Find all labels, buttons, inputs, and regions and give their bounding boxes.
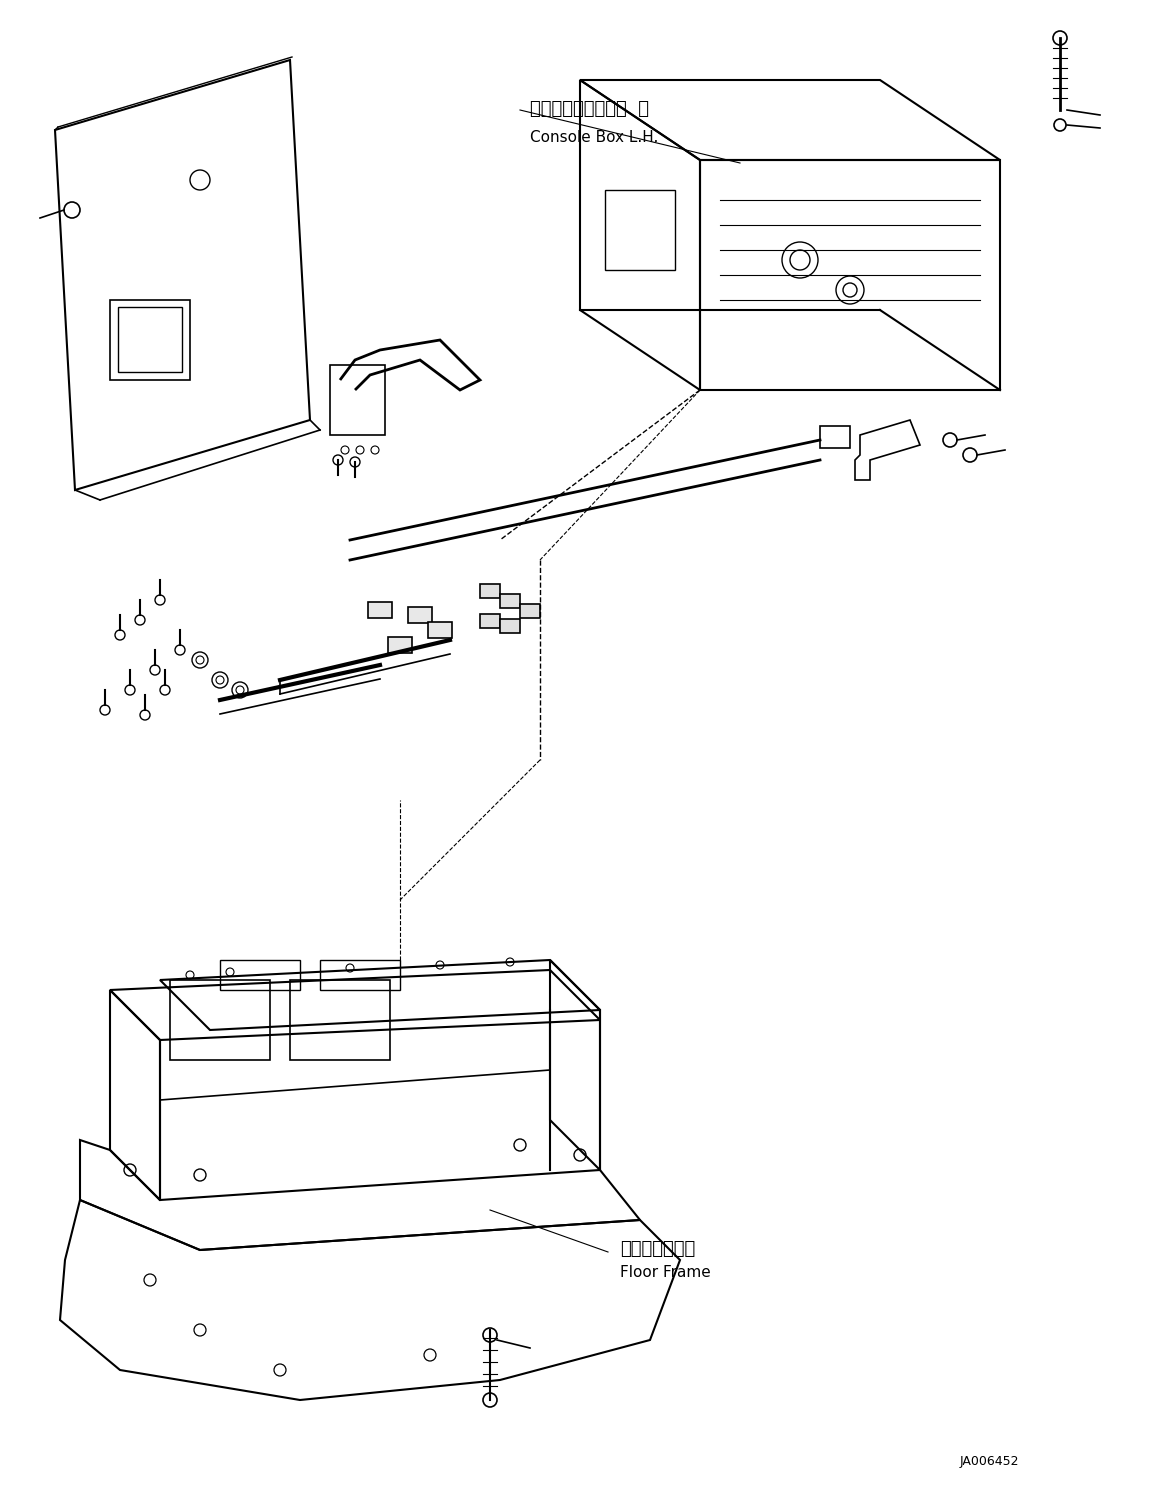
Bar [110,300,190,380]
Bar [330,366,385,436]
Bar [220,959,300,991]
Bar [480,583,500,598]
Text: コンソールボックス  左: コンソールボックス 左 [530,100,649,118]
Bar [388,637,412,653]
Bar [290,980,390,1059]
Bar [368,601,392,618]
Text: Console Box L.H.: Console Box L.H. [530,130,658,145]
Bar [480,615,500,628]
Bar [118,307,182,372]
Bar [519,604,540,618]
Text: Floor Frame: Floor Frame [620,1265,710,1280]
Text: フロアフレーム: フロアフレーム [620,1240,695,1258]
Bar [605,189,675,270]
Bar [500,594,519,609]
Text: JA006452: JA006452 [960,1455,1019,1468]
Bar [170,980,270,1059]
Bar [320,959,400,991]
Bar [428,622,452,639]
Bar [408,607,432,624]
Bar [820,427,850,448]
Bar [500,619,519,633]
